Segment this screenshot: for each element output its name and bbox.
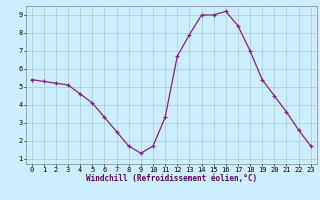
X-axis label: Windchill (Refroidissement éolien,°C): Windchill (Refroidissement éolien,°C) bbox=[86, 174, 257, 183]
